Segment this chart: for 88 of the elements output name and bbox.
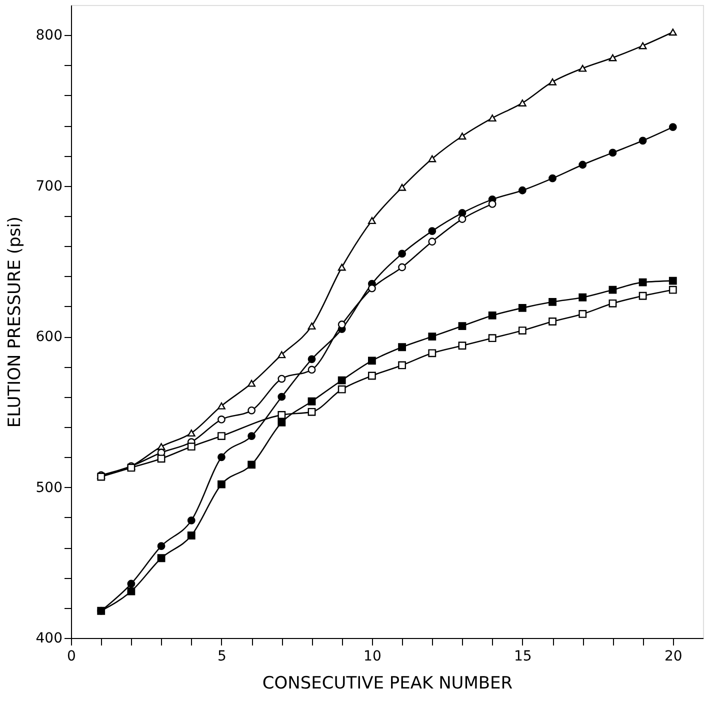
y-tick-label: 800 [36,28,62,44]
x-tick-label: 0 [67,648,76,664]
point [338,376,346,384]
point [428,227,436,236]
point [338,320,346,328]
point [398,361,406,370]
point [458,322,466,330]
point [548,318,556,326]
point [308,397,316,406]
point [187,532,196,540]
point [578,310,587,318]
point [488,334,496,342]
point [157,454,166,463]
point [218,480,226,488]
point [218,402,226,410]
point [398,250,406,258]
point [368,372,376,380]
point [548,298,556,306]
point [308,366,316,374]
point [308,355,316,364]
point [428,155,436,162]
point [127,580,136,588]
y-tick-label: 500 [36,480,62,496]
point [428,238,436,246]
point [187,442,196,451]
point [548,78,556,86]
point [368,356,376,365]
point [668,123,677,132]
x-tick-label: 10 [364,648,382,664]
point [157,542,166,550]
point [398,263,406,272]
x-axis-title: CONSECUTIVE PEAK NUMBER [262,674,513,694]
point [248,432,256,440]
point [398,184,406,191]
y-axis-title: ELUTION PRESSURE (psi) [4,216,25,428]
point [638,292,647,300]
point [218,432,226,440]
point [518,326,526,334]
point [218,416,226,424]
point [458,215,466,223]
point [608,299,617,308]
point [608,286,617,294]
point [578,293,587,302]
point [668,28,677,36]
point [518,304,526,312]
point [458,132,466,140]
point [428,332,436,341]
point [638,278,647,286]
point [278,392,286,401]
point [127,587,136,596]
point [488,312,496,320]
point [548,174,556,182]
point [308,322,316,330]
y-tick-label: 700 [36,178,62,194]
point [368,217,376,224]
point [668,286,677,294]
point [338,264,346,271]
point [608,148,617,157]
point [638,42,647,50]
point [638,136,647,145]
x-tick-label: 15 [514,648,532,664]
y-tick-label: 400 [36,630,62,646]
point [157,554,166,562]
point [278,418,286,426]
point [248,380,256,387]
point [248,460,256,469]
x-tick-label: 20 [664,648,682,664]
point [308,408,316,416]
point [398,343,406,352]
point [278,351,286,358]
point [518,99,526,106]
point [668,276,677,285]
point [428,349,436,358]
y-tick-label: 600 [36,329,62,346]
point [278,410,286,419]
point [608,54,617,62]
point [458,342,466,350]
point [218,453,226,462]
point [488,114,496,122]
x-tick-label: 5 [218,648,226,664]
point [248,406,256,414]
point [187,516,196,524]
point [187,430,196,437]
point [518,186,526,194]
point [278,374,286,383]
point [578,160,587,169]
point [578,64,587,72]
point [338,385,346,394]
